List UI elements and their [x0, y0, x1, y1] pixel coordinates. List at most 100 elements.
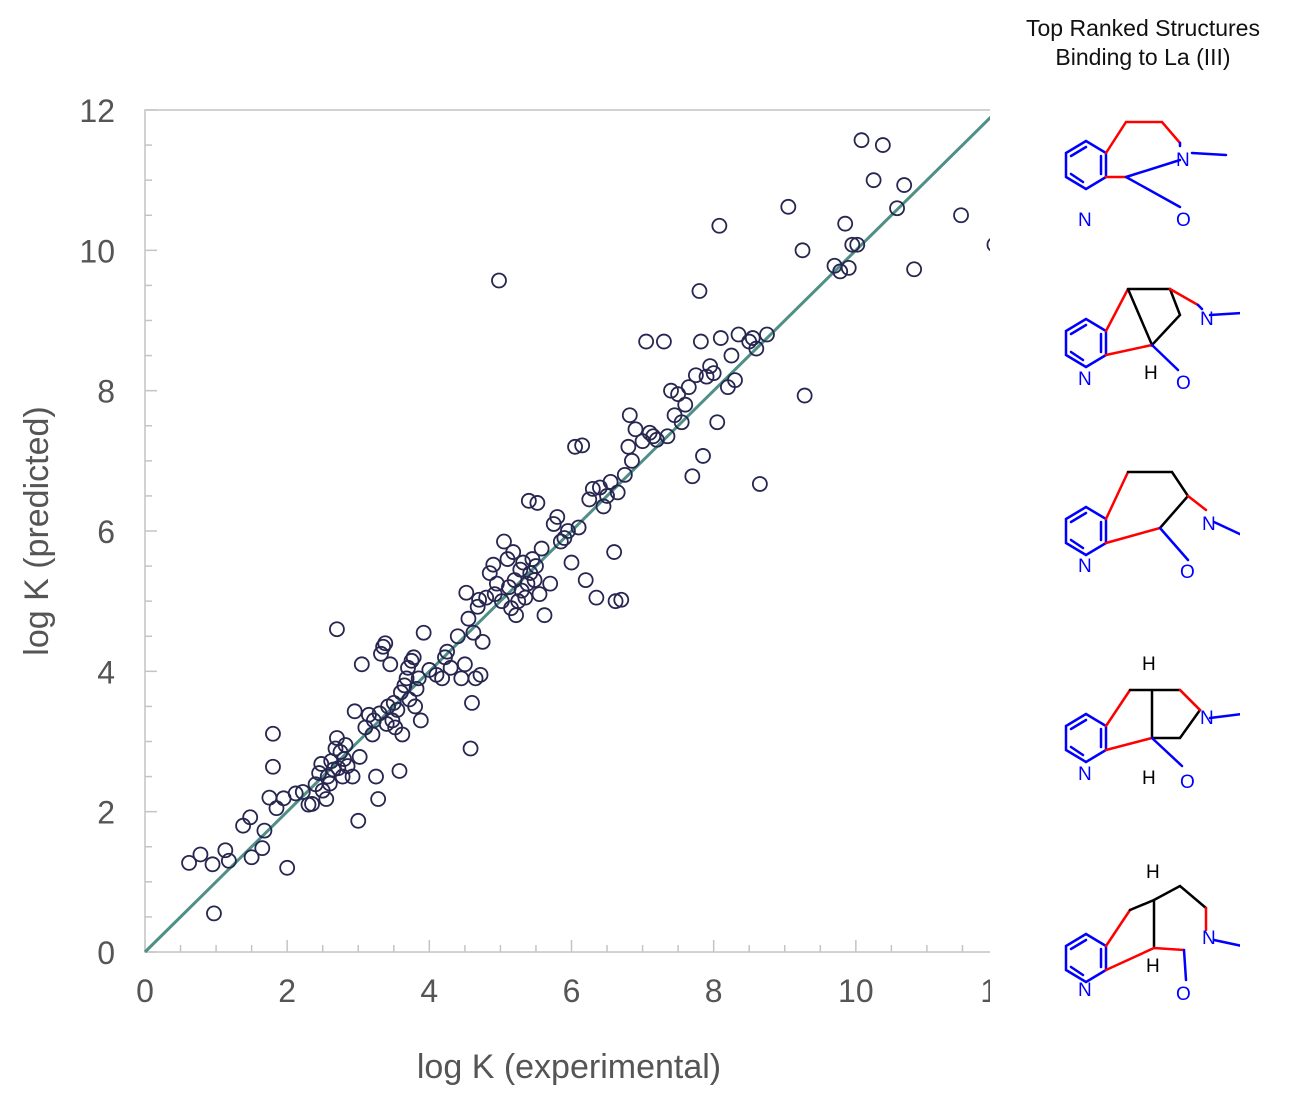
data-point	[663, 382, 679, 399]
data-point	[472, 666, 489, 683]
data-point	[906, 261, 923, 278]
data-point	[304, 796, 320, 812]
data-point	[602, 473, 619, 490]
data-point	[412, 712, 429, 729]
data-point	[220, 852, 237, 869]
oxygen-atom-label: O	[1180, 772, 1195, 793]
structures-panel-title: Top Ranked Structures Binding to La (III…	[990, 14, 1296, 72]
data-point	[384, 712, 401, 729]
data-point	[265, 725, 281, 742]
data-point	[512, 561, 529, 578]
nitrogen-atom-label: N	[1200, 309, 1214, 330]
data-point	[621, 407, 638, 424]
data-point	[616, 466, 633, 483]
data-point	[377, 635, 394, 652]
data-point	[346, 703, 363, 720]
data-point	[953, 207, 969, 224]
y-tick-label: 10	[79, 233, 115, 269]
data-point	[574, 437, 591, 454]
data-point	[398, 670, 415, 687]
data-point	[595, 498, 612, 515]
data-point	[353, 656, 370, 673]
nitrogen-atom-label: N	[1176, 150, 1190, 171]
x-tick-label: 10	[838, 973, 874, 1009]
hydrogen-atom-label: H	[1146, 862, 1160, 883]
data-point	[896, 177, 913, 193]
data-point	[279, 859, 296, 876]
y-tick-label: 0	[97, 935, 115, 971]
data-point	[624, 452, 640, 469]
data-point	[680, 379, 697, 396]
data-point	[533, 540, 550, 557]
data-point	[434, 670, 451, 687]
data-point	[294, 784, 311, 800]
data-point	[361, 706, 377, 723]
data-point	[691, 283, 708, 299]
data-point	[462, 740, 479, 757]
y-tick-label: 4	[97, 654, 115, 690]
data-point	[370, 791, 387, 807]
data-point	[874, 137, 891, 153]
data-point	[375, 638, 392, 655]
data-point	[712, 330, 729, 346]
data-point	[570, 519, 587, 536]
data-point	[709, 414, 726, 431]
data-point	[478, 589, 495, 606]
data-point	[391, 763, 408, 779]
data-point	[329, 621, 345, 638]
data-point	[563, 554, 580, 571]
data-point	[531, 586, 548, 603]
data-point	[698, 368, 715, 385]
data-point	[638, 333, 655, 350]
data-point	[519, 575, 536, 592]
data-point	[844, 236, 861, 253]
data-point	[192, 846, 209, 863]
data-point	[339, 758, 356, 774]
data-point	[751, 476, 768, 492]
data-point	[485, 556, 502, 573]
data-point	[840, 259, 857, 276]
hydrogen-atom-label: H	[1144, 363, 1158, 384]
data-point	[449, 628, 466, 645]
data-point	[677, 396, 694, 413]
data-point	[505, 544, 522, 560]
data-point	[256, 822, 273, 839]
data-point	[723, 347, 740, 364]
data-point	[510, 593, 527, 610]
data-point	[849, 236, 866, 253]
structure-5: N N O H H	[1064, 862, 1240, 1005]
data-point	[410, 670, 427, 687]
nitrogen-atom-label: N	[1078, 369, 1092, 390]
data-point	[986, 238, 990, 252]
x-tick-label: 12	[980, 973, 990, 1009]
data-point	[405, 649, 422, 666]
nitrogen-atom-label: N	[1200, 708, 1214, 729]
data-point	[415, 624, 432, 641]
data-point	[217, 842, 234, 859]
data-point	[471, 591, 487, 608]
x-tick-label: 0	[136, 973, 154, 1009]
data-point	[588, 589, 605, 606]
data-point	[705, 365, 722, 382]
data-point	[730, 326, 747, 343]
data-point	[607, 593, 624, 610]
data-point	[456, 656, 473, 673]
data-point	[687, 367, 704, 384]
nitrogen-atom-label: N	[1078, 210, 1092, 231]
data-point	[889, 200, 905, 217]
data-point	[467, 670, 484, 687]
data-point	[389, 702, 406, 718]
data-point	[627, 421, 644, 438]
structure-4: N N O H H	[1064, 654, 1240, 793]
data-point	[242, 809, 259, 826]
data-point	[853, 132, 870, 149]
data-point	[330, 760, 347, 777]
data-point	[394, 726, 411, 743]
data-point	[577, 572, 594, 589]
hydrogen-atom-label: H	[1146, 956, 1160, 977]
nitrogen-atom-label: N	[1078, 764, 1092, 785]
x-tick-label: 2	[278, 973, 296, 1009]
structure-2: N N O H	[1064, 287, 1240, 394]
data-point	[464, 695, 480, 711]
data-point	[584, 480, 601, 497]
